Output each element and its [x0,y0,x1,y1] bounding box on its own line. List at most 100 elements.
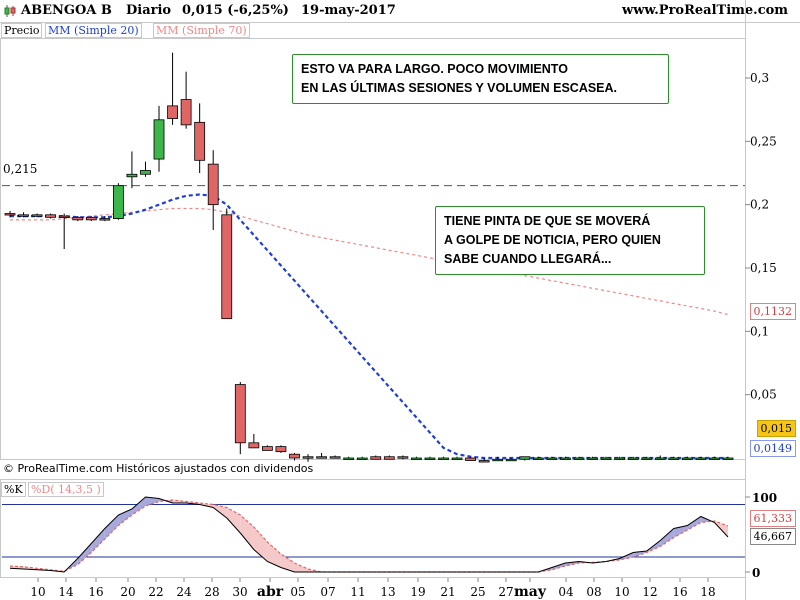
legend-k[interactable]: %K [1,482,26,497]
candle-body [451,457,463,460]
candle-body [546,457,558,460]
candle-body [329,456,341,459]
candle [695,456,707,460]
candle-body [58,215,70,218]
candle [261,445,273,451]
candle-body [140,170,151,175]
x-tick-label: 07 [320,585,335,599]
oscillator-layer [9,496,729,573]
osc-fill-segment [267,542,281,568]
candle [180,71,192,129]
candle-layer [4,52,734,463]
annotation-box-2[interactable]: TIENE PINTA DE QUE SE MOVERÁ A GOLPE DE … [435,206,705,275]
candle [207,150,219,230]
candle-body [411,457,422,460]
candle-body [709,457,720,460]
annotation-box-1[interactable]: ESTO VA PARA LARGO. POCO MOVIMIENTO EN L… [292,54,669,104]
osc-fill-segment [77,543,92,565]
osc-fill-segment [145,497,159,506]
candle-body [194,121,206,161]
candle-body [492,458,504,462]
candle [221,208,233,320]
x-tick-label: 28 [204,585,219,599]
d-value-tag: 61,333 [749,510,796,527]
candle [356,456,368,460]
candlestick-icon [4,5,16,17]
ma70-price-tag: 0,1132 [749,303,796,320]
candle-body [275,446,287,453]
candle [126,151,138,189]
x-tick-label: 16 [672,585,687,599]
candle [627,456,639,460]
candle-body [695,457,707,460]
x-tick-label: 24 [176,585,192,599]
ma70-line [10,207,729,316]
last-price-tag: 0,015 [756,420,796,437]
candle [573,456,585,460]
candle-body [356,457,368,460]
osc-fill-segment [294,563,308,572]
candle [451,456,463,460]
candle [194,103,206,173]
x-tick-label: 13 [380,585,395,599]
candle [370,455,382,460]
osc-fill-segment [131,497,146,515]
x-tick-label: 19 [410,585,425,599]
candle-body [560,457,571,460]
y-tick-label: 0,25 [750,134,777,148]
candle-body [4,213,16,216]
candle-body [289,453,300,459]
candle [4,211,16,218]
candle-body [18,214,29,217]
candle [505,458,517,462]
candle [519,456,531,461]
symbol-name: ABENGOA B [21,3,112,18]
candle [58,213,70,249]
copyright-note: © ProRealTime.com Históricos ajustados c… [3,462,314,475]
candle-body [343,457,355,460]
legend-price[interactable]: Precio [1,23,43,38]
candle-body [248,442,260,449]
candle [614,456,626,460]
y-tick-label: 0,15 [750,261,777,275]
chart-header: ABENGOA B Diario 0,015 (-6,25%) 19-may-2… [0,0,800,23]
candle-body [478,460,490,463]
legend-ma70[interactable]: MM (Simple 70) [153,23,250,38]
legend-ma20[interactable]: MM (Simple 20) [45,23,142,38]
candle-body [438,457,449,460]
x-tick-label: abr [257,584,284,600]
x-tick-label: 21 [440,585,455,599]
candle [465,456,477,461]
osc-fill-segment [253,527,268,562]
candle-body [180,99,192,126]
y-tick-label: 0,1 [750,324,769,338]
candle-body [126,173,138,178]
x-tick-label: 22 [148,585,163,599]
website-label[interactable]: www.ProRealTime.com [622,3,789,18]
osc-k-line [9,496,729,573]
candle [343,456,355,460]
x-tick-label: 14 [58,585,74,599]
candle [438,456,449,460]
x-tick-label: 11 [350,585,365,599]
x-tick-label: 10 [614,585,629,599]
osc-fill-segment [118,509,132,526]
y-tick-label: 0,3 [750,71,769,85]
timeframe-label: Diario [126,3,172,18]
legend-d[interactable]: %D( 14,3,5 ) [28,482,104,497]
candle-body [641,457,653,460]
candle [275,445,287,453]
osc-fill-segment [91,528,105,553]
reference-line-label: 0,215 [3,162,38,176]
osc-fill-segment [551,563,566,570]
candle-body [99,218,111,221]
candle [45,213,57,219]
osc-fill-segment [660,528,674,547]
y-tick-label: 0,05 [750,388,777,402]
candle-body [465,457,477,461]
candle-body [167,105,178,119]
candle-body [112,185,124,220]
candle [709,456,720,460]
candle [112,183,124,220]
